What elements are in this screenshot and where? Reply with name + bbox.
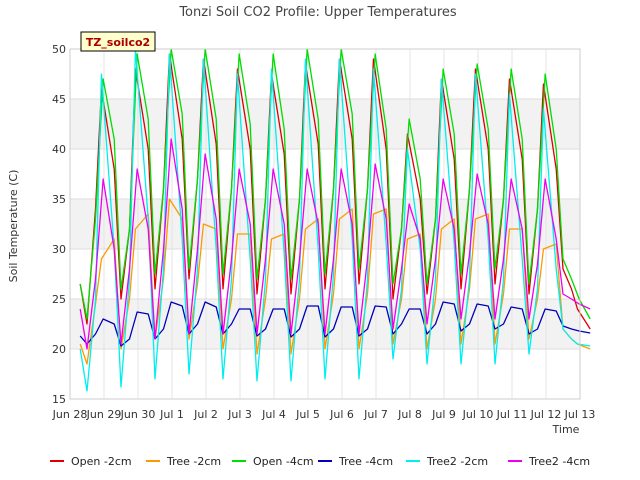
legend-label: Tree -4cm xyxy=(338,455,393,468)
x-tick-label: Jun 28 xyxy=(52,408,88,421)
y-tick-label: 40 xyxy=(52,143,66,156)
y-tick-label: 30 xyxy=(52,243,66,256)
y-axis-label: Soil Temperature (C) xyxy=(7,170,20,283)
y-tick-label: 45 xyxy=(52,93,66,106)
grid-band xyxy=(70,199,580,249)
x-tick-label: Jul 12 xyxy=(530,408,562,421)
y-tick-label: 35 xyxy=(52,193,66,206)
annotation-label: TZ_soilco2 xyxy=(86,36,150,49)
x-tick-label: Jul 5 xyxy=(295,408,320,421)
x-tick-label: Jul 3 xyxy=(227,408,252,421)
series-line-tree2-4cm xyxy=(79,138,591,350)
plot-frame xyxy=(69,48,581,400)
annotation-box: TZ_soilco2 xyxy=(80,31,156,52)
x-tick-label: Jul 2 xyxy=(193,408,218,421)
x-tick-label: Jul 11 xyxy=(496,408,528,421)
series-group xyxy=(79,48,591,392)
x-tick-label: Jun 29 xyxy=(86,408,122,421)
y-tick-label: 20 xyxy=(52,343,66,356)
x-tick-label: Jul 6 xyxy=(329,408,354,421)
x-tick-label: Jul 13 xyxy=(564,408,596,421)
legend-label: Open -4cm xyxy=(253,455,314,468)
x-tick-label: Jul 9 xyxy=(431,408,456,421)
x-tick-label: Jul 1 xyxy=(159,408,184,421)
y-tick-label: 50 xyxy=(52,43,66,56)
y-tick-labels: 15 20 25 30 35 40 45 50 xyxy=(52,43,66,406)
y-tick-label: 25 xyxy=(52,293,66,306)
x-tick-label: Jul 4 xyxy=(261,408,286,421)
x-tick-label: Jun 30 xyxy=(120,408,156,421)
legend: Open -2cm Tree -2cm Open -4cm Tree -4cm Tree… xyxy=(50,455,590,468)
x-tick-label: Jul 7 xyxy=(363,408,388,421)
legend-label: Tree2 -4cm xyxy=(528,455,590,468)
series-line-tree-2cm xyxy=(79,198,591,365)
series-line-open-4cm xyxy=(79,48,591,320)
x-tick-label: Jul 8 xyxy=(397,408,422,421)
x-axis-label: Time xyxy=(552,423,580,436)
legend-label: Open -2cm xyxy=(71,455,132,468)
grid-band xyxy=(70,99,580,149)
x-tick-label: Jul 10 xyxy=(462,408,494,421)
x-tick-labels: Jun 28 Jun 29 Jun 30 Jul 1 Jul 2 Jul 3 Jul 4 Ju… xyxy=(52,408,596,421)
legend-label: Tree2 -2cm xyxy=(426,455,488,468)
y-tick-label: 15 xyxy=(52,393,66,406)
chart-title: Tonzi Soil CO2 Profile: Upper Temperatur… xyxy=(178,5,457,20)
series-line-tree-4cm xyxy=(79,301,591,347)
legend-label: Tree -2cm xyxy=(166,455,221,468)
series-line-tree2-2cm xyxy=(79,48,591,392)
